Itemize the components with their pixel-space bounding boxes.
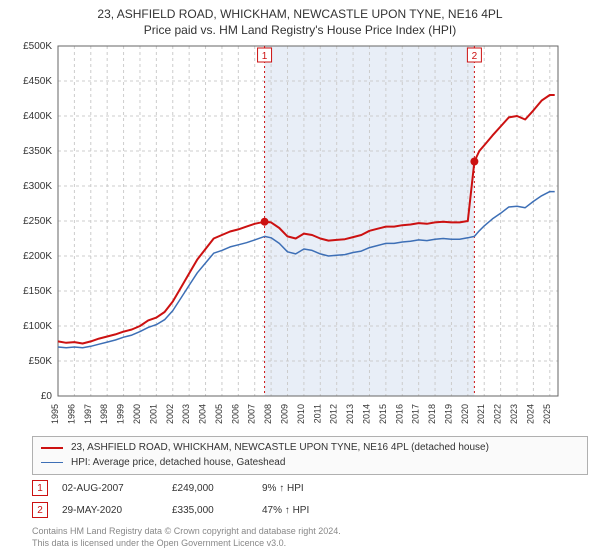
- sale-marker-2: 2: [32, 502, 48, 518]
- title-line-2: Price paid vs. HM Land Registry's House …: [0, 22, 600, 38]
- svg-text:2: 2: [472, 51, 478, 62]
- svg-text:£200K: £200K: [23, 251, 52, 262]
- svg-text:2015: 2015: [378, 404, 388, 424]
- svg-text:2016: 2016: [394, 404, 404, 424]
- svg-text:2009: 2009: [280, 404, 290, 424]
- svg-text:1998: 1998: [99, 404, 109, 424]
- svg-text:2004: 2004: [198, 404, 208, 424]
- copyright-line-2: This data is licensed under the Open Gov…: [32, 538, 341, 550]
- svg-text:1999: 1999: [116, 404, 126, 424]
- sale-row-1: 1 02-AUG-2007 £249,000 9% ↑ HPI: [32, 480, 382, 496]
- svg-text:1995: 1995: [50, 404, 60, 424]
- svg-text:1996: 1996: [66, 404, 76, 424]
- svg-text:1997: 1997: [83, 404, 93, 424]
- sale-pct-2: 47% ↑ HPI: [262, 505, 382, 516]
- svg-text:2011: 2011: [312, 404, 322, 423]
- svg-text:2017: 2017: [411, 404, 421, 424]
- sale-pct-1: 9% ↑ HPI: [262, 483, 382, 494]
- svg-text:2019: 2019: [443, 404, 453, 424]
- svg-text:2010: 2010: [296, 404, 306, 424]
- sale-date-1: 02-AUG-2007: [62, 483, 172, 494]
- svg-text:£250K: £250K: [23, 216, 52, 227]
- chart: £0 £50K £100K £150K £200K £250K £300K £350K £400…: [8, 38, 568, 430]
- svg-text:£150K: £150K: [23, 286, 52, 297]
- svg-text:£50K: £50K: [29, 356, 53, 367]
- svg-text:£350K: £350K: [23, 146, 52, 157]
- svg-text:2022: 2022: [493, 404, 503, 424]
- svg-text:£0: £0: [41, 391, 53, 402]
- svg-text:£400K: £400K: [23, 111, 52, 122]
- svg-text:2003: 2003: [181, 404, 191, 424]
- svg-text:2012: 2012: [329, 404, 339, 424]
- svg-text:2007: 2007: [247, 404, 257, 424]
- legend-swatch-blue: [41, 462, 63, 463]
- svg-text:2014: 2014: [361, 404, 371, 424]
- svg-text:2002: 2002: [165, 404, 175, 424]
- svg-text:2013: 2013: [345, 404, 355, 424]
- legend-label-hpi: HPI: Average price, detached house, Gate…: [71, 456, 285, 471]
- sale-marker-1: 1: [32, 480, 48, 496]
- legend-swatch-red: [41, 447, 63, 449]
- legend-row-hpi: HPI: Average price, detached house, Gate…: [41, 456, 579, 471]
- svg-text:2024: 2024: [525, 404, 535, 424]
- svg-text:2020: 2020: [460, 404, 470, 424]
- svg-text:1: 1: [262, 51, 268, 62]
- svg-text:2001: 2001: [148, 404, 158, 424]
- title-line-1: 23, ASHFIELD ROAD, WHICKHAM, NEWCASTLE U…: [0, 6, 600, 22]
- svg-text:2005: 2005: [214, 404, 224, 424]
- copyright-block: Contains HM Land Registry data © Crown c…: [32, 526, 341, 549]
- sale-row-2: 2 29-MAY-2020 £335,000 47% ↑ HPI: [32, 502, 382, 518]
- legend-label-property: 23, ASHFIELD ROAD, WHICKHAM, NEWCASTLE U…: [71, 441, 489, 456]
- copyright-line-1: Contains HM Land Registry data © Crown c…: [32, 526, 341, 538]
- sale-price-1: £249,000: [172, 483, 262, 494]
- svg-text:£500K: £500K: [23, 41, 52, 52]
- sale-date-2: 29-MAY-2020: [62, 505, 172, 516]
- title-block: 23, ASHFIELD ROAD, WHICKHAM, NEWCASTLE U…: [0, 0, 600, 38]
- svg-text:£300K: £300K: [23, 181, 52, 192]
- svg-text:2006: 2006: [230, 404, 240, 424]
- svg-text:2018: 2018: [427, 404, 437, 424]
- svg-text:2008: 2008: [263, 404, 273, 424]
- svg-text:£100K: £100K: [23, 321, 52, 332]
- chart-svg: £0 £50K £100K £150K £200K £250K £300K £350K £400…: [8, 38, 568, 430]
- svg-text:2021: 2021: [476, 404, 486, 424]
- svg-text:2023: 2023: [509, 404, 519, 424]
- legend-row-property: 23, ASHFIELD ROAD, WHICKHAM, NEWCASTLE U…: [41, 441, 579, 456]
- svg-text:2025: 2025: [542, 404, 552, 424]
- svg-text:2000: 2000: [132, 404, 142, 424]
- sale-price-2: £335,000: [172, 505, 262, 516]
- svg-text:£450K: £450K: [23, 76, 52, 87]
- legend-box: 23, ASHFIELD ROAD, WHICKHAM, NEWCASTLE U…: [32, 436, 588, 475]
